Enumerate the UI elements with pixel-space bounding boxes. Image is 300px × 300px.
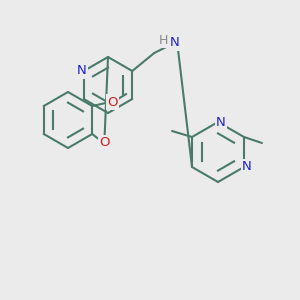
Text: N: N [216,116,226,128]
Text: O: O [99,136,110,149]
Text: N: N [169,37,179,50]
Text: O: O [107,95,118,109]
Text: H: H [159,34,168,46]
Text: N: N [242,160,252,173]
Text: N: N [77,64,87,77]
